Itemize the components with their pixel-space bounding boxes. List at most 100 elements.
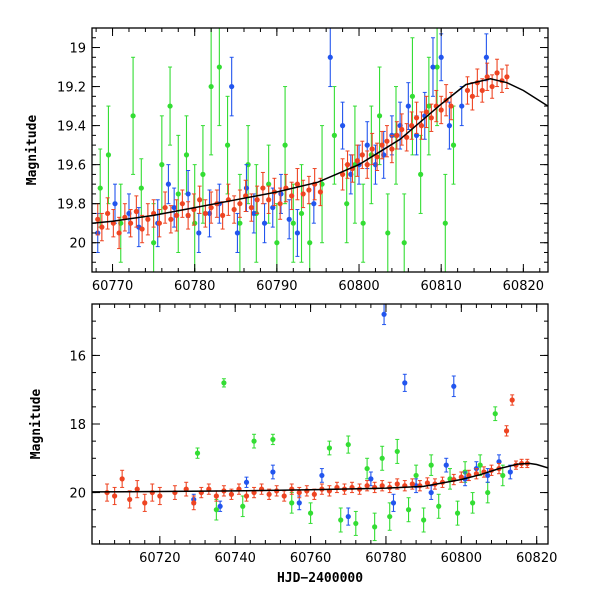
bottom-series-0-point-19 bbox=[421, 507, 427, 533]
data-point bbox=[464, 87, 471, 94]
data-point bbox=[319, 472, 325, 479]
data-point bbox=[266, 491, 272, 497]
data-point bbox=[483, 54, 489, 60]
top-series-2-point-41 bbox=[344, 150, 351, 179]
y-tick-label: 20 bbox=[69, 487, 86, 502]
top-series-2-point-47 bbox=[374, 142, 380, 171]
data-point bbox=[372, 524, 378, 530]
data-point bbox=[327, 54, 333, 60]
data-point bbox=[200, 171, 206, 177]
top-series-2-point-53 bbox=[404, 123, 410, 152]
data-point bbox=[138, 185, 144, 191]
data-point bbox=[359, 152, 365, 158]
top-series-2-point-8 bbox=[139, 214, 145, 244]
top-series-2-point-33 bbox=[283, 173, 289, 203]
data-point bbox=[95, 216, 101, 222]
data-point bbox=[345, 513, 351, 520]
bottom-y-axis-title: Magnitude bbox=[29, 389, 44, 460]
bottom-series-0-point-15 bbox=[387, 502, 393, 531]
top-series-2-point-29 bbox=[260, 171, 266, 205]
bottom-series-2-point-16 bbox=[236, 483, 242, 495]
top-series-2-point-60 bbox=[438, 95, 444, 125]
top-series-2-point-15 bbox=[179, 189, 185, 218]
top-series-0-point-35 bbox=[418, 134, 424, 214]
data-point bbox=[191, 500, 197, 506]
y-tick-label: 19.6 bbox=[57, 159, 86, 174]
top-series-0-point-4 bbox=[138, 158, 144, 218]
data-point bbox=[434, 64, 440, 70]
bottom-series-2-point-19 bbox=[258, 483, 265, 495]
bottom-series-0-point-20 bbox=[428, 454, 434, 476]
data-point bbox=[213, 507, 219, 513]
bottom-series-2-point-5 bbox=[142, 493, 148, 512]
data-point bbox=[243, 479, 250, 485]
top-series-2-point-63 bbox=[464, 76, 471, 105]
top-series-0-point-22 bbox=[298, 164, 305, 263]
bottom-series-2-point-18 bbox=[251, 486, 257, 499]
data-point bbox=[142, 500, 148, 506]
data-point bbox=[171, 204, 177, 211]
data-point bbox=[450, 142, 457, 148]
data-point bbox=[281, 493, 287, 499]
data-point bbox=[220, 212, 226, 218]
bottom-series-1-point-10 bbox=[402, 373, 408, 392]
bottom-series-1-point-8 bbox=[381, 304, 387, 326]
data-point bbox=[470, 500, 476, 506]
y-tick-label: 16 bbox=[69, 349, 86, 364]
data-point bbox=[364, 162, 370, 168]
top-series-2-point-1 bbox=[99, 212, 105, 242]
data-point bbox=[97, 185, 103, 191]
bottom-axis-ticks: 60720 60740 60760 60780 60800 60820 16 18 20 bbox=[69, 303, 557, 566]
data-point bbox=[306, 187, 312, 193]
top-series-2-point-46 bbox=[369, 132, 375, 166]
top-series-1-point-22 bbox=[339, 101, 346, 150]
data-point bbox=[307, 510, 314, 516]
data-point bbox=[381, 311, 387, 317]
data-point bbox=[379, 455, 385, 461]
data-point bbox=[149, 489, 155, 496]
top-series-0-point-7 bbox=[167, 66, 173, 146]
data-point bbox=[389, 146, 395, 152]
data-point bbox=[145, 216, 151, 222]
data-point bbox=[394, 132, 400, 138]
bottom-series-0-point-11 bbox=[353, 510, 359, 536]
top-series-2-point-51 bbox=[394, 121, 400, 150]
data-point bbox=[213, 493, 219, 499]
data-point bbox=[162, 204, 168, 211]
top-series-2-point-67 bbox=[484, 62, 490, 91]
bottom-series-1-point-4 bbox=[296, 495, 302, 511]
top-series-1-point-16 bbox=[270, 187, 276, 228]
bottom-series-2-point-44 bbox=[451, 473, 457, 486]
bottom-series-2-point-31 bbox=[349, 481, 355, 494]
top-series-0-point-27 bbox=[352, 105, 358, 224]
bottom-series-0-point-0 bbox=[194, 447, 201, 459]
top-series-2-point-55 bbox=[413, 101, 420, 134]
data-point bbox=[405, 507, 412, 513]
data-point bbox=[344, 201, 350, 207]
data-point bbox=[175, 191, 181, 197]
bottom-series-2-point-12 bbox=[206, 483, 212, 495]
top-series-2-point-66 bbox=[479, 78, 485, 103]
data-point bbox=[237, 201, 243, 207]
top-data-points bbox=[95, 28, 510, 272]
top-series-0-point-1 bbox=[105, 105, 112, 205]
data-point bbox=[459, 103, 465, 109]
data-point bbox=[421, 517, 427, 523]
top-series-2-point-69 bbox=[494, 58, 500, 88]
data-point bbox=[307, 240, 313, 246]
data-point bbox=[202, 210, 208, 217]
data-point bbox=[344, 162, 351, 168]
bottom-series-2-point-10 bbox=[191, 495, 197, 511]
data-point bbox=[294, 230, 301, 236]
bottom-series-2-point-29 bbox=[334, 481, 340, 494]
top-series-1-point-20 bbox=[311, 183, 317, 224]
data-point bbox=[217, 503, 223, 509]
data-point bbox=[167, 103, 173, 109]
bottom-series-0-point-10 bbox=[345, 435, 351, 454]
bottom-series-0-point-16 bbox=[394, 438, 400, 464]
data-point bbox=[446, 123, 453, 129]
x-tick-label: 60820 bbox=[516, 551, 557, 566]
x-tick-label: 60720 bbox=[139, 551, 180, 566]
data-point bbox=[298, 210, 305, 217]
